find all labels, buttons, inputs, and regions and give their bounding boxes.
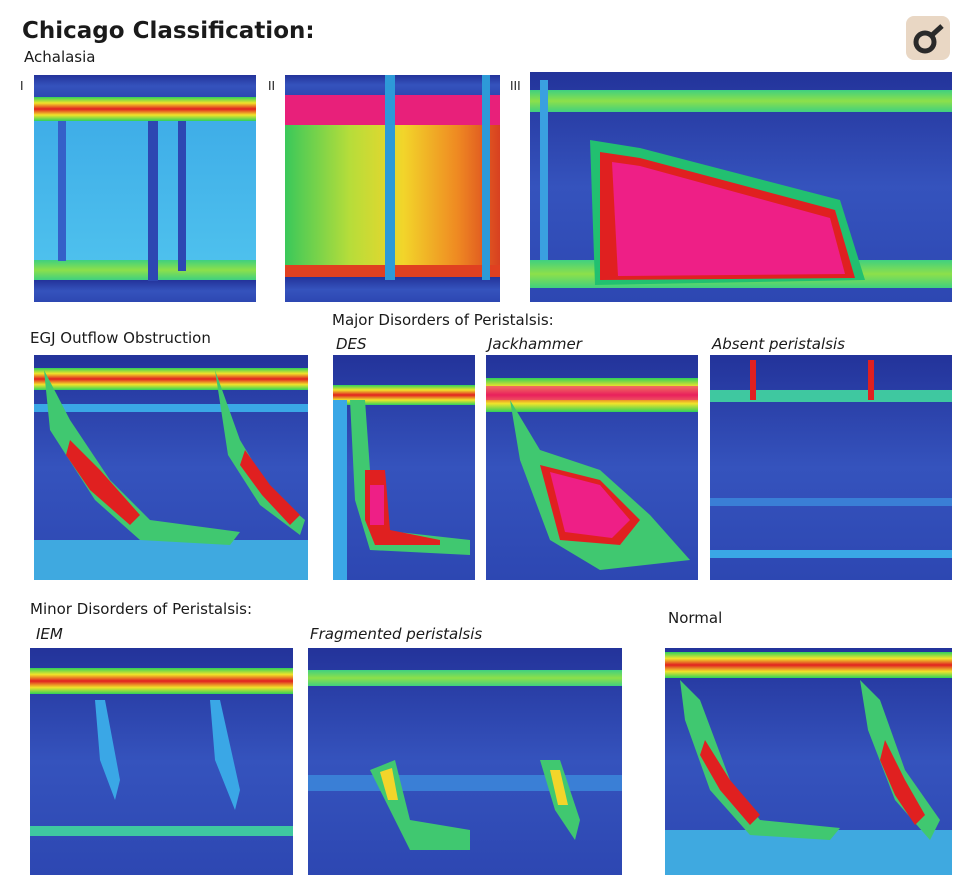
settings-icon[interactable] [906, 16, 950, 60]
section-title: Achalasia [24, 48, 95, 66]
figure: Chicago Classification: Achalasia I II I… [0, 0, 954, 876]
panel-label: Jackhammer [485, 335, 583, 353]
panel [530, 72, 952, 302]
panel [665, 648, 952, 875]
panel-label: IEM [36, 625, 63, 643]
panel [333, 355, 475, 580]
panel [30, 648, 293, 875]
panel-label: II [268, 79, 275, 93]
title: Chicago Classification: [22, 18, 315, 44]
panel-label: Fragmented peristalsis [310, 625, 482, 643]
panel-label: DES [336, 335, 367, 353]
panel [285, 75, 500, 302]
panel [34, 355, 308, 580]
section-title: EGJ Outflow Obstruction [30, 329, 211, 347]
section-title: Minor Disorders of Peristalsis: [30, 600, 252, 618]
panel-label: I [20, 79, 24, 93]
panel-label: III [510, 79, 521, 93]
section-title: Major Disorders of Peristalsis: [332, 311, 554, 329]
panel [308, 648, 622, 875]
panel [34, 75, 256, 302]
panel [710, 355, 952, 580]
panel [486, 355, 698, 580]
section-title: Normal [668, 609, 722, 627]
panel-label: Absent peristalsis [711, 335, 845, 353]
